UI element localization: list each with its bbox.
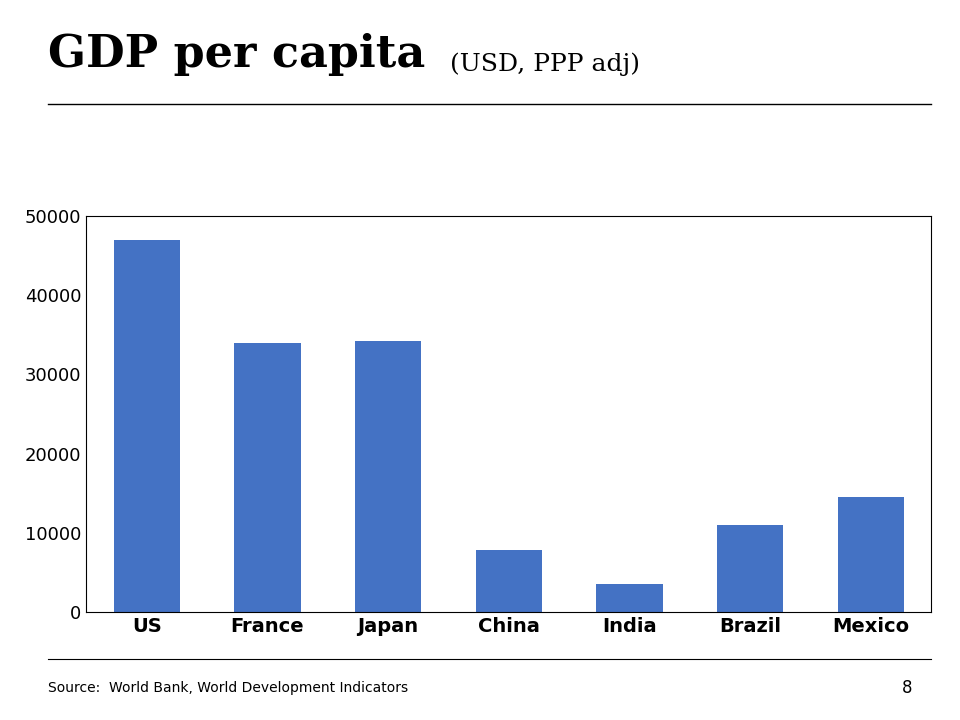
Text: (USD, PPP adj): (USD, PPP adj) <box>442 52 639 76</box>
Bar <box>717 525 783 612</box>
Text: Source:  World Bank, World Development Indicators: Source: World Bank, World Development In… <box>48 680 408 695</box>
Bar <box>355 341 421 612</box>
Bar <box>113 240 180 612</box>
Bar <box>838 497 904 612</box>
Bar <box>234 343 300 612</box>
Text: 8: 8 <box>901 678 912 697</box>
Text: GDP per capita: GDP per capita <box>48 32 425 76</box>
Bar <box>596 585 662 612</box>
Bar <box>475 550 542 612</box>
